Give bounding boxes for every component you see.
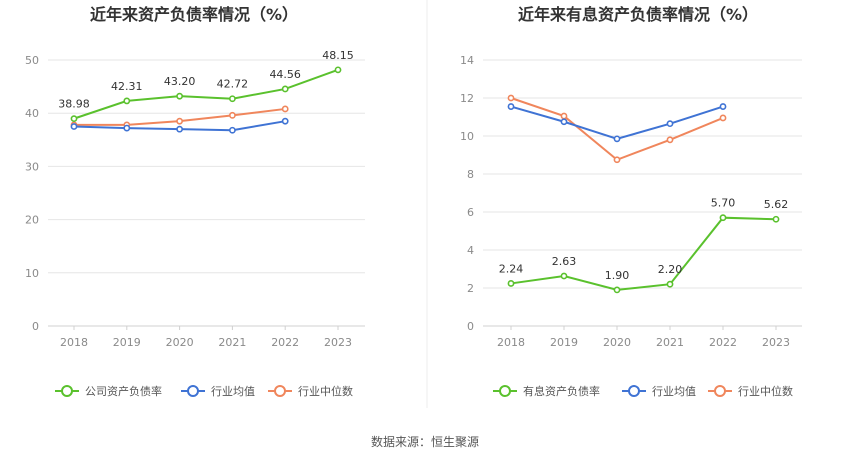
data-point-company: [719, 214, 727, 222]
legend-swatch-marker: [187, 385, 199, 397]
data-point-mean: [507, 103, 515, 110]
y-tick-label: 0: [32, 320, 39, 333]
x-tick-label: 2020: [166, 336, 194, 349]
data-label: 2.63: [552, 255, 577, 268]
data-label: 44.56: [269, 68, 301, 81]
data-point-median: [228, 111, 236, 119]
x-tick-label: 2021: [656, 336, 684, 349]
y-tick-label: 0: [467, 320, 474, 333]
y-tick-label: 6: [467, 206, 474, 219]
data-point-mean: [176, 125, 183, 133]
x-tick-label: 2018: [60, 336, 88, 349]
data-point-company: [70, 115, 78, 123]
y-tick-label: 10: [460, 130, 474, 143]
data-label: 48.15: [322, 49, 354, 62]
series-line-company: [73, 68, 339, 120]
legend-label: 行业均值: [211, 385, 255, 398]
data-point-mean: [613, 135, 621, 143]
data-point-company: [334, 66, 342, 74]
x-tick-label: 2020: [603, 336, 631, 349]
data-label: 43.20: [164, 75, 196, 88]
x-tick-label: 2019: [550, 336, 578, 349]
data-label: 5.70: [711, 197, 736, 210]
data-point-mean: [70, 123, 78, 130]
series-line-median: [510, 97, 724, 161]
legend-label: 行业均值: [652, 385, 696, 398]
data-label: 1.90: [605, 269, 630, 282]
data-point-median: [176, 117, 183, 125]
data-label: 42.72: [217, 78, 249, 91]
data-point-median: [560, 112, 568, 120]
y-tick-label: 8: [467, 168, 474, 181]
data-point-mean: [560, 118, 568, 126]
legend-swatch-marker: [61, 385, 73, 397]
y-tick-label: 50: [25, 54, 39, 67]
y-tick-label: 30: [25, 160, 39, 173]
x-tick-label: 2023: [324, 336, 352, 349]
data-point-mean: [281, 117, 289, 125]
interest-bearing-debt-ratio-panel: 近年来有息资产负债率情况（%） 0 2 4 6 8 10 12 14 2018 2019 2020 20…: [460, 5, 802, 398]
data-point-mean: [666, 120, 674, 128]
data-point-company: [772, 215, 780, 223]
debt-ratio-panel: 近年来资产负债率情况（%） 0 10 20 30 40 50 2018 2019 2020 2021…: [25, 5, 365, 398]
series-line-company: [510, 216, 777, 291]
y-tick-label: 4: [467, 244, 474, 257]
chart-title: 近年来资产负债率情况（%）: [90, 5, 298, 24]
legend-label: 公司资产负债率: [85, 384, 162, 398]
y-tick-label: 40: [25, 107, 39, 120]
data-point-mean: [123, 124, 131, 132]
data-label: 5.62: [764, 198, 789, 211]
data-label: 38.98: [58, 98, 90, 111]
source-note: 数据来源：恒生聚源: [371, 434, 479, 449]
data-point-mean: [228, 126, 236, 134]
data-label: 2.24: [499, 262, 524, 275]
chart-title: 近年来有息资产负债率情况（%）: [518, 5, 758, 24]
legend-swatch-marker: [628, 385, 640, 397]
y-tick-label: 12: [460, 92, 474, 105]
data-point-company: [176, 92, 183, 100]
y-tick-label: 14: [460, 54, 474, 67]
data-point-median: [719, 114, 727, 122]
data-point-company: [507, 280, 515, 287]
legend-swatch-marker: [714, 385, 726, 397]
legend-label: 行业中位数: [738, 384, 793, 398]
data-label: 2.20: [658, 263, 683, 276]
x-tick-label: 2022: [709, 336, 737, 349]
x-tick-label: 2021: [218, 336, 246, 349]
data-point-company: [666, 280, 674, 288]
y-tick-label: 20: [25, 214, 39, 227]
data-point-median: [281, 105, 289, 113]
data-point-mean: [719, 103, 727, 110]
data-point-company: [281, 85, 289, 93]
y-tick-label: 2: [467, 282, 474, 295]
data-point-median: [507, 94, 515, 102]
data-point-median: [666, 136, 674, 144]
data-point-median: [613, 156, 621, 164]
x-tick-label: 2023: [762, 336, 790, 349]
x-tick-label: 2019: [113, 336, 141, 349]
legend-label: 有息资产负债率: [523, 384, 600, 398]
data-point-company: [613, 286, 621, 294]
y-tick-label: 10: [25, 267, 39, 280]
legend-swatch-marker: [274, 385, 286, 397]
x-tick-label: 2022: [271, 336, 299, 349]
legend-label: 行业中位数: [298, 384, 353, 398]
data-point-company: [123, 97, 131, 105]
data-point-company: [228, 95, 236, 103]
x-tick-label: 2018: [497, 336, 525, 349]
series-line-mean: [510, 105, 724, 140]
legend-swatch-marker: [499, 385, 511, 397]
data-label: 42.31: [111, 80, 143, 93]
data-point-company: [560, 272, 568, 280]
